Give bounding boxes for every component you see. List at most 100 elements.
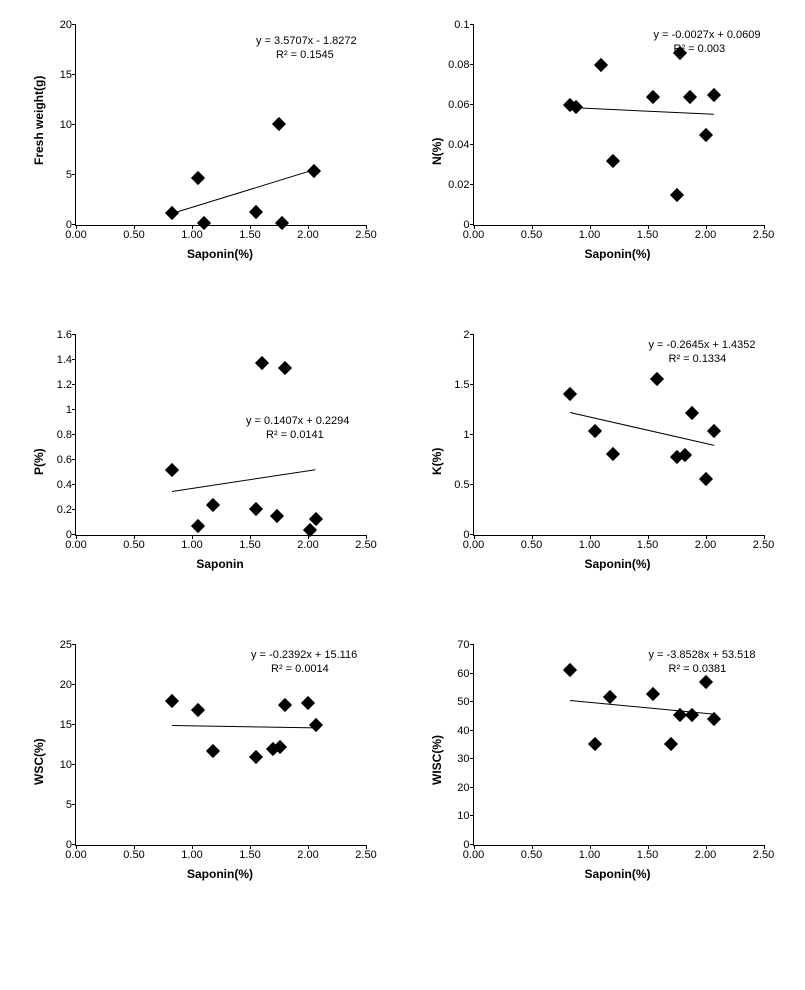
data-marker <box>278 698 292 712</box>
y-tick-mark <box>72 74 76 75</box>
x-tick-mark <box>76 845 77 849</box>
plot-area: 00.511.520.000.501.001.502.002.50y = -0.… <box>473 335 764 536</box>
y-tick-mark <box>470 334 474 335</box>
y-tick-mark <box>72 409 76 410</box>
data-marker <box>685 708 699 722</box>
data-marker <box>698 472 712 486</box>
x-tick-mark <box>706 845 707 849</box>
y-tick-label: 20 <box>60 19 76 31</box>
x-tick-mark <box>192 845 193 849</box>
y-tick-label: 1 <box>66 404 76 416</box>
trend-line <box>172 469 316 492</box>
y-tick-mark <box>72 174 76 175</box>
y-tick-label: 10 <box>457 810 473 822</box>
y-tick-mark <box>470 434 474 435</box>
equation-text: y = -3.8528x + 53.518 <box>649 649 756 661</box>
data-marker <box>594 58 608 72</box>
x-tick-mark <box>590 845 591 849</box>
y-tick-label: 0.06 <box>448 99 473 111</box>
y-tick-label: 0.08 <box>448 59 473 71</box>
data-marker <box>698 675 712 689</box>
x-axis-label: Saponin(%) <box>585 247 651 261</box>
y-tick-mark <box>72 644 76 645</box>
y-tick-mark <box>72 484 76 485</box>
y-tick-label: 20 <box>60 679 76 691</box>
r-squared-text: R² = 0.0381 <box>669 663 727 675</box>
y-tick-label: 10 <box>60 119 76 131</box>
x-tick-mark <box>366 845 367 849</box>
y-tick-mark <box>470 758 474 759</box>
x-tick-mark <box>532 845 533 849</box>
data-marker <box>206 744 220 758</box>
x-tick-mark <box>532 225 533 229</box>
r-squared-text: R² = 0.003 <box>674 43 726 55</box>
scatter-chart: 00.20.40.60.811.21.41.60.000.501.001.502… <box>20 330 380 590</box>
y-tick-mark <box>72 384 76 385</box>
y-tick-label: 0.8 <box>57 429 76 441</box>
trend-line <box>172 725 316 728</box>
x-tick-mark <box>474 845 475 849</box>
y-axis-label: WSC(%) <box>32 738 46 785</box>
y-tick-mark <box>470 673 474 674</box>
y-tick-mark <box>470 787 474 788</box>
y-tick-label: 15 <box>60 719 76 731</box>
x-tick-mark <box>308 225 309 229</box>
y-tick-label: 0.4 <box>57 479 76 491</box>
x-tick-mark <box>366 225 367 229</box>
y-tick-mark <box>470 484 474 485</box>
y-tick-mark <box>470 644 474 645</box>
x-tick-mark <box>134 225 135 229</box>
data-marker <box>685 406 699 420</box>
x-tick-mark <box>706 535 707 539</box>
scatter-chart: 05101520250.000.501.001.502.002.50y = -0… <box>20 640 380 900</box>
plot-area: 00.20.40.60.811.21.41.60.000.501.001.502… <box>75 335 366 536</box>
x-axis-label: Saponin(%) <box>187 247 253 261</box>
y-tick-mark <box>72 334 76 335</box>
plot-area: 05101520250.000.501.001.502.002.50y = -0… <box>75 645 366 846</box>
data-marker <box>206 498 220 512</box>
y-axis-label: P(%) <box>32 448 46 475</box>
data-marker <box>588 424 602 438</box>
x-tick-mark <box>474 535 475 539</box>
data-marker <box>249 205 263 219</box>
r-squared-text: R² = 0.1334 <box>669 353 727 365</box>
y-tick-label: 0.5 <box>454 479 473 491</box>
data-marker <box>270 509 284 523</box>
y-tick-label: 25 <box>60 639 76 651</box>
y-tick-label: 60 <box>457 668 473 680</box>
y-tick-mark <box>72 359 76 360</box>
y-tick-label: 30 <box>457 753 473 765</box>
x-tick-mark <box>192 535 193 539</box>
x-tick-mark <box>308 845 309 849</box>
y-tick-mark <box>470 701 474 702</box>
y-tick-mark <box>470 24 474 25</box>
data-marker <box>606 447 620 461</box>
y-tick-mark <box>72 24 76 25</box>
y-tick-label: 0.02 <box>448 179 473 191</box>
x-tick-mark <box>764 225 765 229</box>
data-marker <box>165 463 179 477</box>
equation-text: y = -0.2645x + 1.4352 <box>649 339 756 351</box>
data-marker <box>191 171 205 185</box>
y-tick-mark <box>470 184 474 185</box>
y-tick-mark <box>470 64 474 65</box>
y-tick-mark <box>470 104 474 105</box>
y-tick-label: 1.4 <box>57 354 76 366</box>
data-marker <box>301 696 315 710</box>
y-tick-label: 0.2 <box>57 504 76 516</box>
equation-text: y = 0.1407x + 0.2294 <box>246 415 349 427</box>
y-tick-label: 5 <box>66 169 76 181</box>
plot-area: 0102030405060700.000.501.001.502.002.50y… <box>473 645 764 846</box>
x-axis-label: Saponin <box>196 557 243 571</box>
data-marker <box>255 355 269 369</box>
y-tick-mark <box>470 144 474 145</box>
data-marker <box>603 690 617 704</box>
x-tick-mark <box>192 225 193 229</box>
data-marker <box>278 360 292 374</box>
data-marker <box>249 750 263 764</box>
x-axis-label: Saponin(%) <box>187 867 253 881</box>
x-tick-mark <box>250 535 251 539</box>
x-tick-mark <box>76 535 77 539</box>
equation-text: y = -0.2392x + 15.116 <box>251 649 357 661</box>
data-marker <box>272 117 286 131</box>
